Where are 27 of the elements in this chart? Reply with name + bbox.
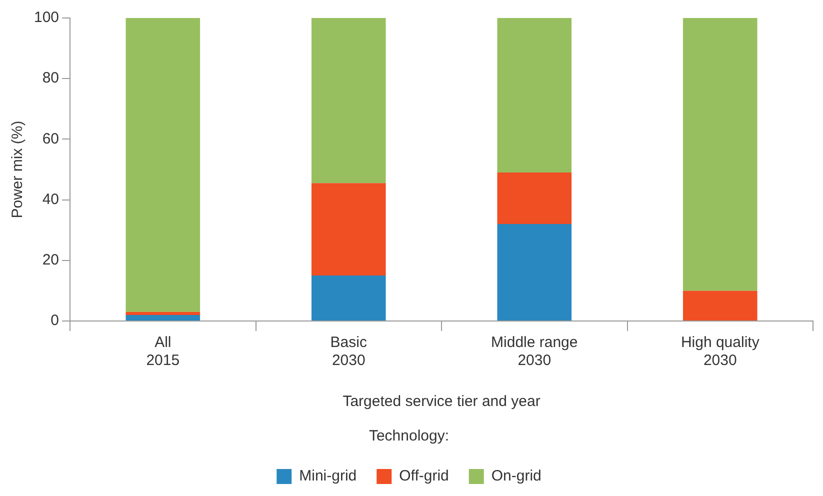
bar bbox=[311, 183, 386, 276]
legend-label: On-grid bbox=[491, 468, 542, 485]
x-tick-label: Middle range 2030 bbox=[491, 334, 578, 370]
bar bbox=[126, 18, 200, 312]
bar bbox=[497, 172, 572, 224]
bar bbox=[126, 314, 200, 320]
x-tick-label: High quality 2030 bbox=[680, 334, 760, 370]
bar bbox=[682, 290, 758, 320]
y-tick-label: 0 bbox=[50, 312, 60, 330]
bar bbox=[311, 276, 386, 320]
x-tick-label: All 2015 bbox=[146, 334, 180, 370]
bar bbox=[497, 224, 572, 320]
y-axis-title: Power mix (%) bbox=[9, 120, 26, 218]
bar bbox=[497, 18, 572, 173]
x-axis-title: Targeted service tier and year bbox=[342, 393, 540, 410]
y-tick-label: 100 bbox=[34, 9, 60, 26]
y-tick-label: 80 bbox=[42, 70, 60, 87]
legend-label: Off-grid bbox=[399, 468, 449, 485]
y-tick-label: 60 bbox=[42, 130, 60, 148]
bar bbox=[682, 18, 758, 291]
x-tick-label: Basic 2030 bbox=[330, 334, 368, 370]
bar bbox=[126, 312, 200, 315]
bar bbox=[311, 18, 386, 184]
y-tick-label: 20 bbox=[42, 252, 60, 269]
y-tick-label: 40 bbox=[42, 190, 60, 208]
legend-title: Technology: bbox=[368, 428, 450, 445]
legend-label: Mini-grid bbox=[299, 468, 357, 485]
